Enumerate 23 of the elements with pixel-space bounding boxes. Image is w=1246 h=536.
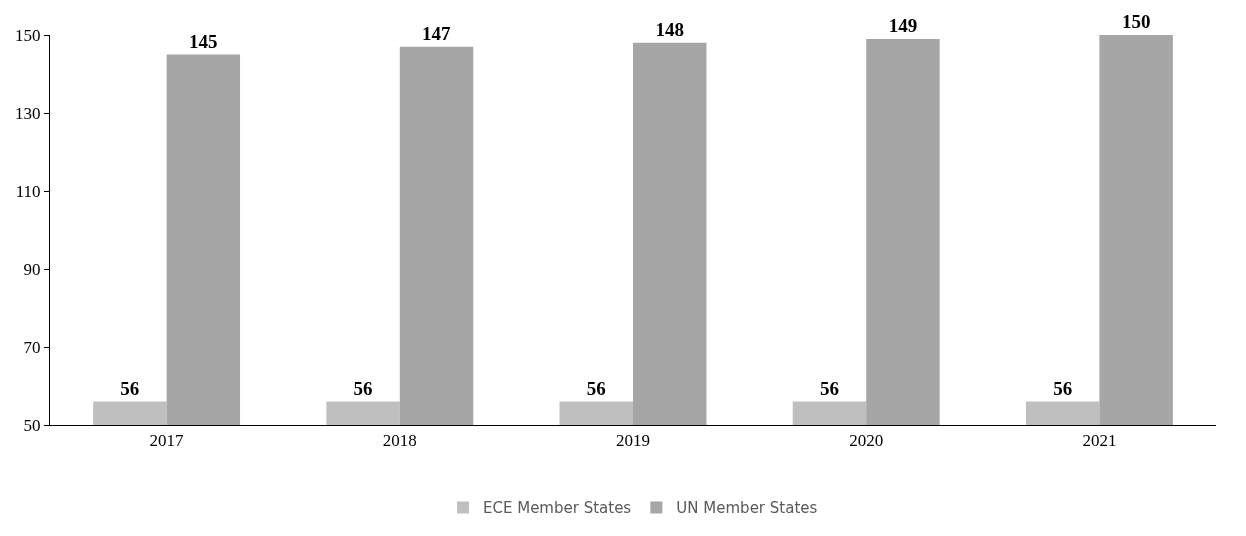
y-tick-label: 90: [23, 259, 41, 279]
data-label: 56: [819, 377, 839, 399]
data-label: 56: [1053, 377, 1073, 399]
y-tick-label: 150: [15, 25, 41, 45]
y-tick-label: 130: [15, 103, 41, 123]
data-label: 145: [189, 30, 218, 52]
x-tick-label: 2021: [1082, 431, 1117, 451]
data-label: 56: [586, 377, 606, 399]
x-tick-label: 2020: [849, 431, 884, 451]
y-tick-label: 110: [15, 181, 41, 201]
x-tick-label: 2019: [616, 431, 650, 451]
x-tick-label: 2017: [149, 431, 185, 451]
data-label: 149: [888, 14, 918, 36]
data-label: 56: [353, 377, 373, 399]
data-label: 148: [655, 18, 684, 40]
y-tick-label: 50: [23, 415, 41, 435]
data-label: 56: [120, 377, 140, 399]
data-label: 147: [422, 22, 452, 44]
x-tick-label: 2018: [382, 431, 417, 451]
data-label: 150: [1121, 11, 1151, 32]
legend-label: ECE Member States: [483, 499, 632, 518]
y-tick-label: 70: [23, 337, 41, 357]
legend-label: UN Member States: [676, 499, 818, 518]
